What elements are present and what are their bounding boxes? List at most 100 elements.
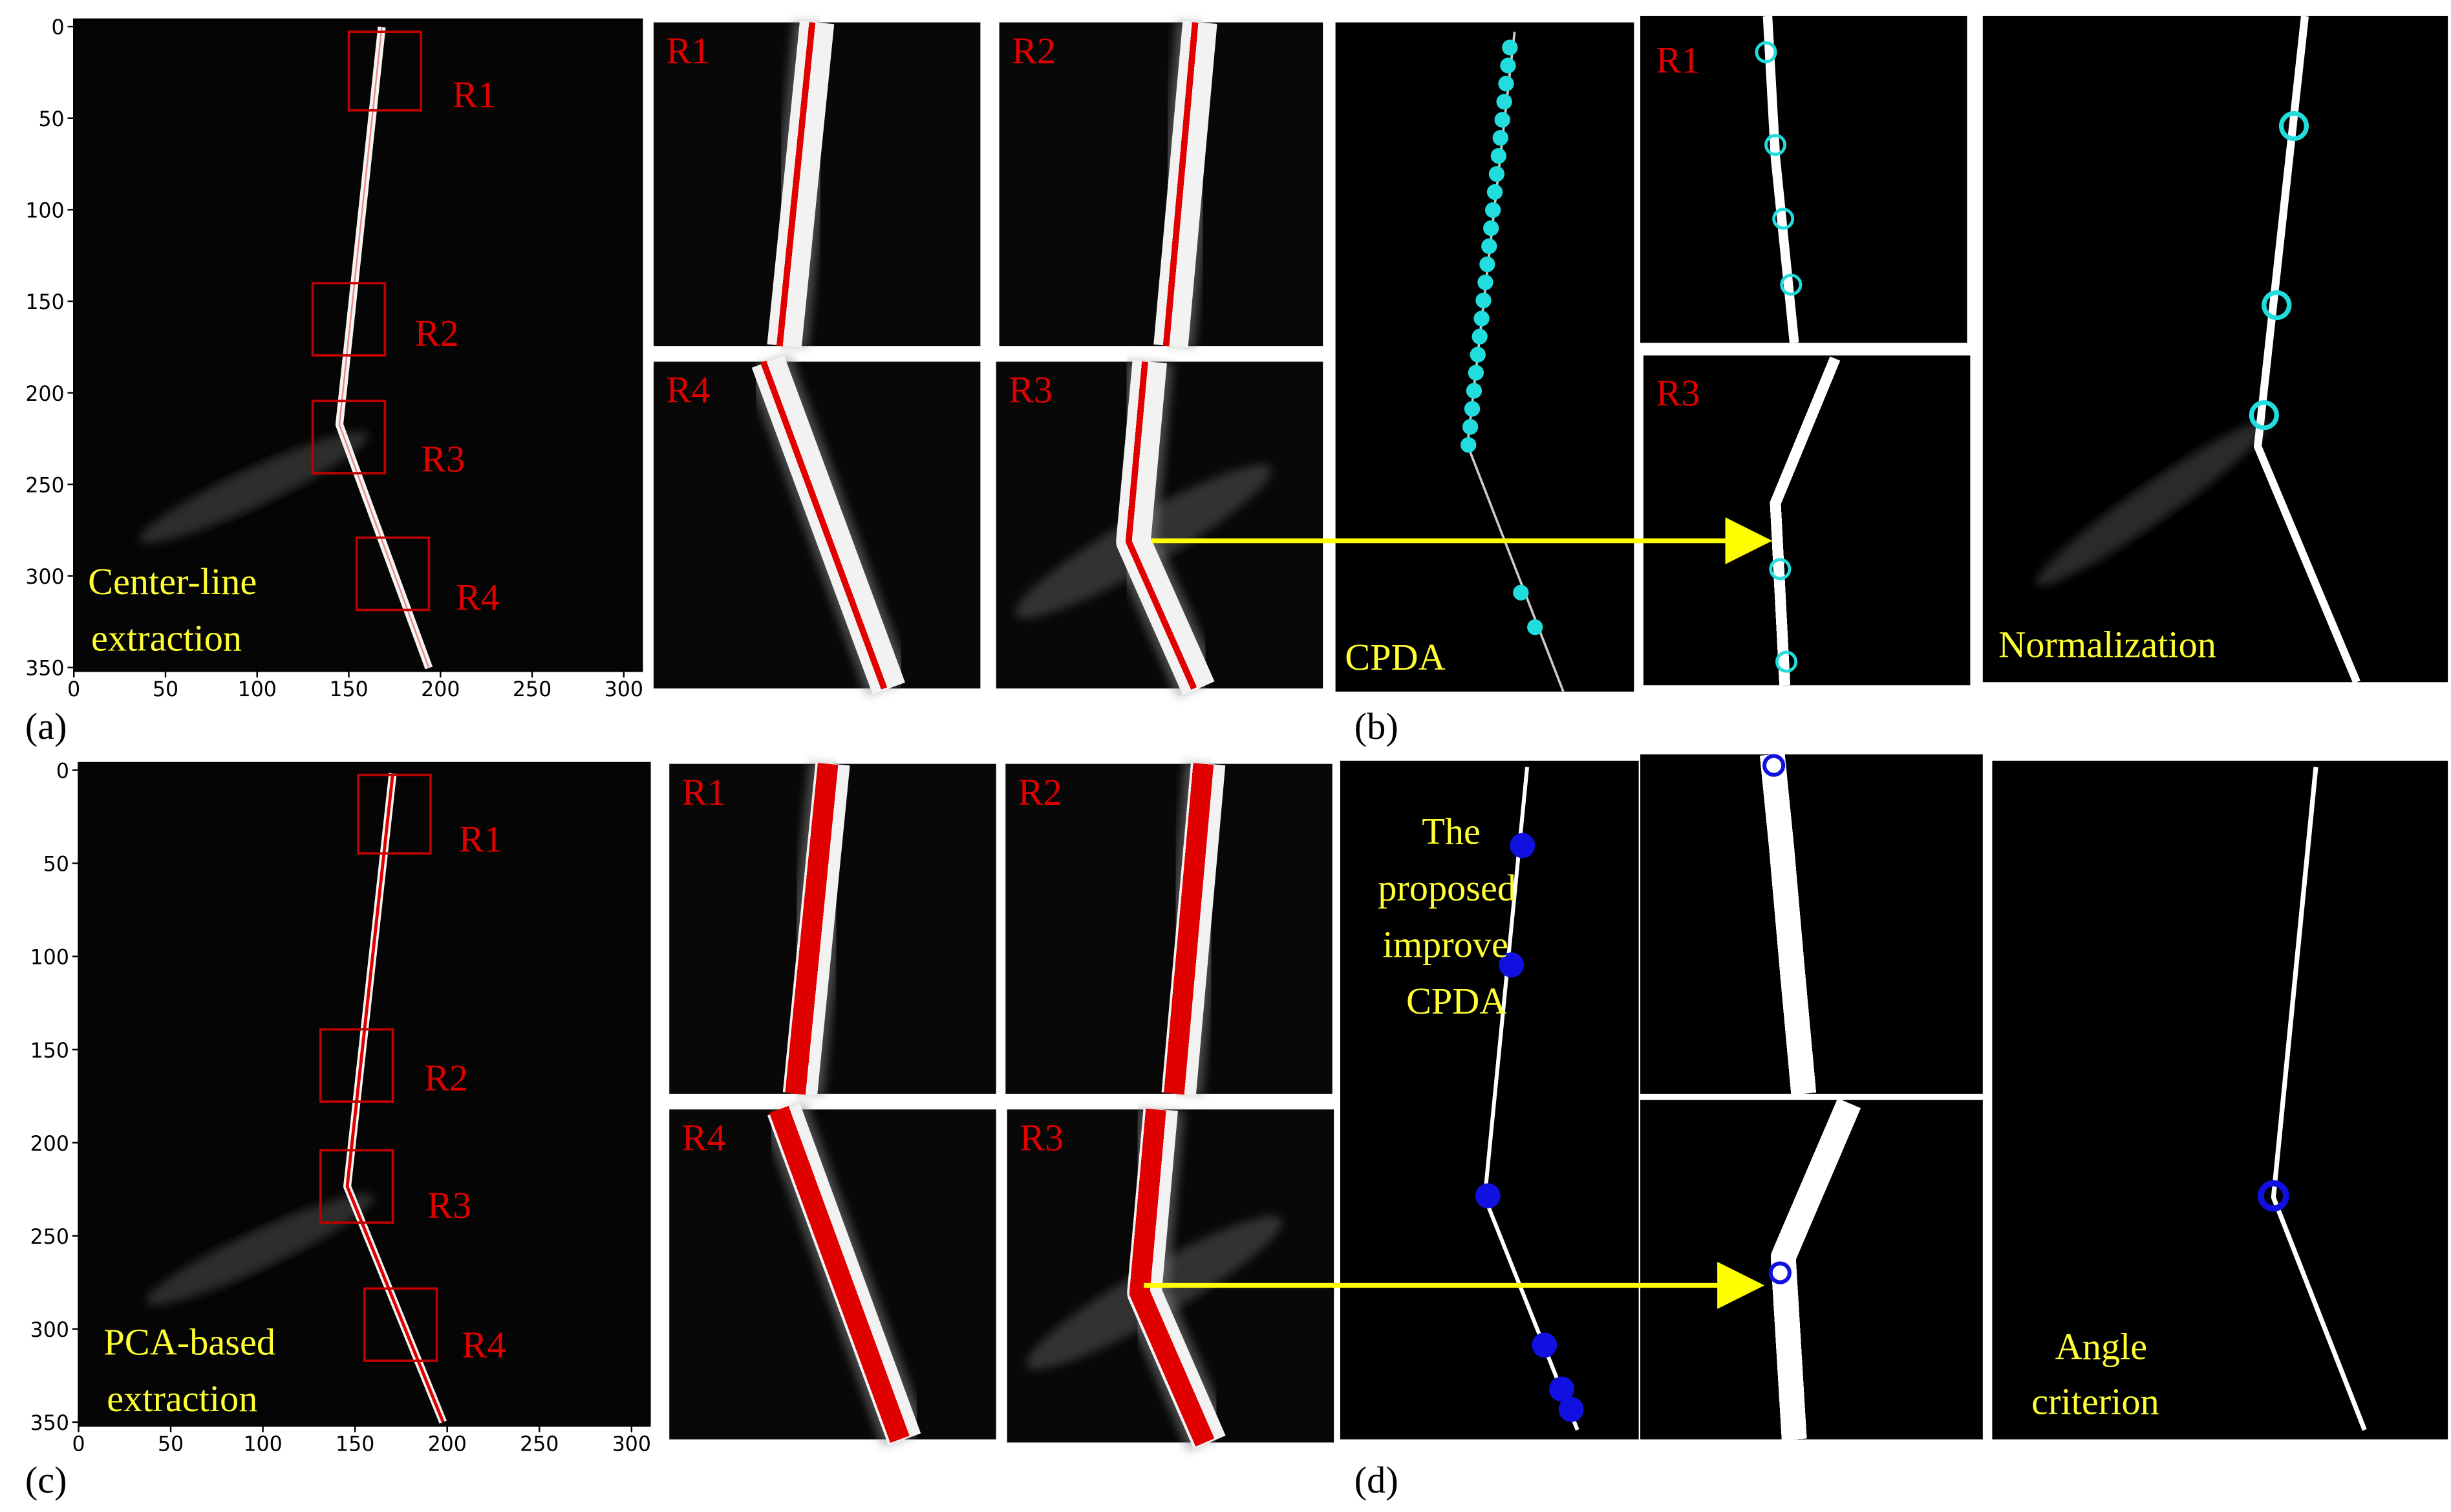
- x-tick-label: 200: [428, 1433, 467, 1456]
- extracted-line: [345, 772, 445, 1423]
- fiber: [1116, 360, 1215, 696]
- caption: extraction: [91, 617, 242, 659]
- zoom-label: R4: [682, 1116, 726, 1158]
- point: [1461, 437, 1477, 453]
- panel-label: (b): [1354, 705, 1398, 747]
- point: [1475, 1183, 1501, 1209]
- point: [2278, 111, 2309, 142]
- zoom-label: R1: [682, 771, 726, 813]
- y-tick-label: 50: [38, 108, 64, 131]
- point: [1462, 419, 1479, 435]
- point: [1475, 292, 1492, 308]
- x-tick-label: 100: [243, 1433, 282, 1456]
- point: [1772, 208, 1795, 230]
- extracted-line: [760, 360, 888, 690]
- point: [1464, 401, 1481, 417]
- method-label: CPDA: [1406, 980, 1507, 1022]
- point: [1470, 346, 1486, 363]
- point: [1764, 134, 1787, 156]
- point: [1496, 94, 1512, 110]
- zoom-label: R4: [666, 369, 710, 411]
- zoom-label: R3: [1656, 372, 1700, 414]
- result-label: criterion: [2031, 1381, 2159, 1423]
- region-box: [347, 30, 423, 112]
- zoom-label: R3: [1009, 369, 1053, 411]
- point: [1481, 238, 1497, 255]
- y-tick-label: 350: [25, 657, 64, 681]
- point: [1492, 130, 1508, 146]
- zoom-label: R1: [666, 30, 710, 72]
- panel-label: (a): [25, 705, 67, 747]
- point: [1500, 58, 1516, 74]
- fiber: [1759, 753, 1817, 1095]
- y-tick-label: 300: [25, 566, 64, 589]
- region-label: R4: [456, 576, 500, 618]
- extracted-line: [1125, 361, 1197, 690]
- region-label: R1: [459, 818, 503, 860]
- x-tick-label: 300: [605, 678, 643, 701]
- x-tick-label: 300: [612, 1433, 651, 1456]
- method-label: improve: [1383, 924, 1508, 966]
- x-tick-label: 50: [158, 1433, 184, 1456]
- y-tick-label: 100: [25, 200, 64, 223]
- zoom-panel: [1640, 1100, 1983, 1440]
- extracted-line: [1164, 763, 1214, 1095]
- point: [1477, 274, 1493, 290]
- zoom-label: R2: [1012, 30, 1056, 72]
- caption: Center-line: [88, 560, 257, 602]
- point: [1472, 328, 1488, 345]
- y-tick-label: 150: [25, 291, 64, 314]
- region-label: R2: [424, 1057, 468, 1099]
- region-box: [319, 1028, 394, 1103]
- plot-area: [73, 18, 643, 672]
- region-box: [311, 282, 387, 357]
- zoom-panel: [1643, 355, 1971, 686]
- fiber: [1153, 21, 1217, 348]
- y-tick-label: 350: [30, 1412, 69, 1435]
- point: [1502, 39, 1518, 56]
- result-panel: [1992, 760, 2448, 1440]
- zoom-label: R2: [1018, 771, 1062, 813]
- point: [1498, 76, 1514, 92]
- extracted-line: [769, 1105, 910, 1443]
- y-tick-label: 0: [56, 760, 69, 783]
- method-label: CPDA: [1345, 636, 1446, 678]
- fiber: [1762, 16, 1799, 344]
- point: [1510, 833, 1536, 858]
- fiber-line: [2254, 16, 2360, 684]
- method-label: The: [1422, 811, 1481, 853]
- point: [1466, 383, 1482, 399]
- point: [1780, 273, 1803, 296]
- result-label: Normalization: [1998, 623, 2216, 665]
- point: [1486, 184, 1503, 200]
- region-box: [363, 1287, 438, 1362]
- panel-label: (d): [1354, 1459, 1398, 1501]
- point: [1762, 754, 1786, 777]
- extracted-line: [1129, 1108, 1215, 1447]
- y-tick-label: 250: [25, 474, 64, 497]
- region-label: R2: [415, 312, 459, 354]
- region-box: [319, 1149, 394, 1224]
- region-label: R3: [427, 1184, 471, 1226]
- zoom-label: R3: [1020, 1116, 1064, 1158]
- region-box: [357, 773, 432, 855]
- point: [1513, 584, 1529, 601]
- fiber: [751, 356, 905, 695]
- extracted-line: [1162, 22, 1199, 346]
- x-tick-label: 250: [513, 678, 551, 701]
- zoom-label: R1: [1656, 39, 1700, 81]
- point: [2262, 290, 2292, 321]
- region-label: R4: [462, 1324, 506, 1366]
- caption: PCA-based: [103, 1321, 275, 1363]
- fiber: [767, 20, 835, 348]
- x-tick-label: 50: [153, 678, 178, 701]
- x-tick-label: 100: [238, 678, 277, 701]
- fiber: [1770, 1098, 1861, 1440]
- point: [2249, 400, 2279, 431]
- y-tick-label: 50: [43, 853, 69, 877]
- glow: [2036, 420, 2269, 586]
- x-tick-label: 250: [520, 1433, 559, 1456]
- point: [1769, 558, 1792, 580]
